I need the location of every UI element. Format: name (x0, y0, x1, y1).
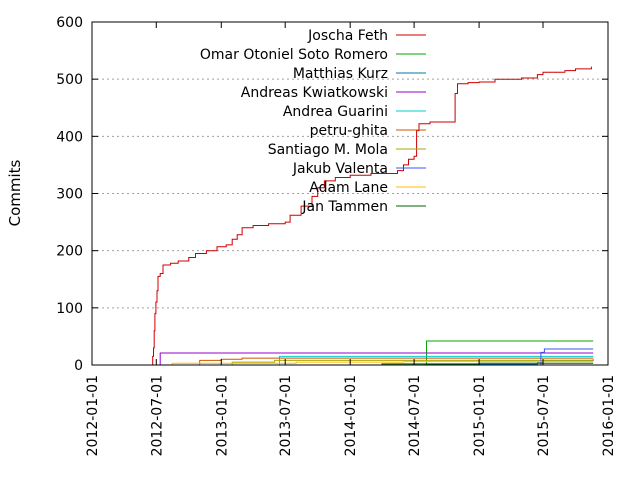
x-tick-label: 2013-01-01 (214, 375, 230, 456)
legend-label: Andreas Kwiatkowski (241, 85, 388, 101)
series-line-7 (537, 348, 594, 366)
legend-label: Omar Otoniel Soto Romero (200, 47, 388, 63)
y-axis-title: Commits (6, 159, 24, 226)
y-tick-label: 100 (56, 301, 83, 317)
legend-label: Matthias Kurz (293, 66, 388, 82)
y-tick-label: 400 (56, 129, 83, 145)
legend-label: Andrea Guarini (283, 104, 388, 120)
y-tick-label: 200 (56, 244, 83, 260)
y-tick-label: 300 (56, 187, 83, 203)
x-tick-label: 2015-01-01 (472, 375, 488, 456)
x-tick-label: 2012-07-01 (149, 375, 165, 456)
legend: Joscha Feth Omar Otoniel Soto Romero Matth… (200, 28, 426, 215)
x-tick-label: 2013-07-01 (278, 375, 294, 456)
y-tick-label: 0 (74, 358, 83, 374)
y-tick-label: 600 (56, 15, 83, 31)
x-tick-label: 2016-01-01 (601, 375, 617, 456)
legend-label: Joscha Feth (307, 28, 388, 44)
legend-label: Santiago M. Mola (268, 142, 388, 158)
legend-label: Adam Lane (309, 180, 388, 196)
x-tick-label: 2015-07-01 (536, 375, 552, 456)
x-tick-labels: 2012-01-01 2012-07-01 2013-01-01 2013-07-01… (85, 375, 617, 456)
legend-label: Jan Tammen (301, 199, 388, 215)
y-tick-label: 500 (56, 72, 83, 88)
x-tick-label: 2012-01-01 (85, 375, 101, 456)
series-line-0 (152, 66, 592, 366)
legend-label: Jakub Valenta (292, 161, 388, 177)
axis-ticks (91, 21, 609, 366)
legend-label: petru-ghita (310, 123, 388, 139)
x-tick-label: 2014-07-01 (407, 375, 423, 456)
x-tick-label: 2014-01-01 (343, 375, 359, 456)
y-tick-labels: 0 100 200 300 400 500 600 (56, 15, 83, 374)
